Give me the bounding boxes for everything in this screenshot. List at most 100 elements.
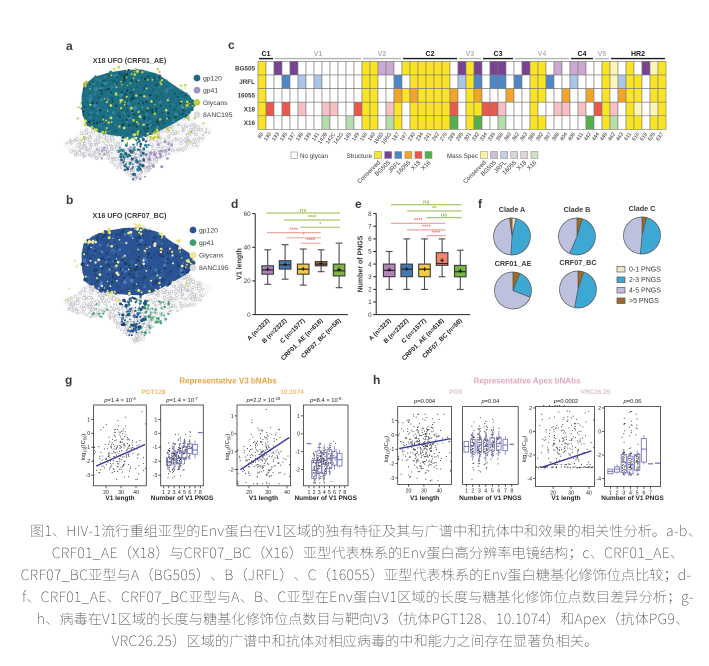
svg-text:X18: X18 bbox=[244, 106, 256, 113]
svg-text:Clade C: Clade C bbox=[629, 204, 656, 213]
svg-text:p=0.04: p=0.04 bbox=[480, 399, 500, 405]
svg-text:40: 40 bbox=[244, 244, 252, 251]
svg-text:6: 6 bbox=[497, 489, 500, 495]
svg-text:4-5 PNGS: 4-5 PNGS bbox=[629, 288, 661, 295]
svg-text:8: 8 bbox=[368, 211, 372, 218]
svg-text:0-1 PNGS: 0-1 PNGS bbox=[629, 267, 661, 274]
svg-text:log10(IC50): log10(IC50) bbox=[522, 436, 528, 463]
svg-text:10.1074: 10.1074 bbox=[280, 389, 304, 396]
svg-text:V1 length: V1 length bbox=[249, 495, 278, 502]
svg-text:1: 1 bbox=[154, 417, 157, 423]
svg-text:No glycan: No glycan bbox=[300, 153, 328, 160]
svg-text:log10(IC50): log10(IC50) bbox=[384, 436, 390, 463]
svg-text:gp41: gp41 bbox=[199, 240, 214, 247]
svg-text:Number of V1 PNGS: Number of V1 PNGS bbox=[601, 495, 664, 502]
svg-text:5: 5 bbox=[491, 489, 494, 495]
svg-text:gp120: gp120 bbox=[199, 227, 218, 234]
svg-text:0: 0 bbox=[154, 431, 157, 437]
svg-text:Number of V1 PNGS: Number of V1 PNGS bbox=[459, 495, 522, 502]
svg-text:V1 length: V1 length bbox=[105, 495, 134, 502]
svg-text:20: 20 bbox=[244, 278, 252, 285]
svg-text:0: 0 bbox=[368, 312, 372, 319]
svg-text:1: 1 bbox=[391, 419, 394, 425]
svg-text:6: 6 bbox=[368, 236, 372, 243]
svg-text:ns: ns bbox=[441, 212, 448, 218]
svg-text:****: **** bbox=[308, 215, 318, 221]
svg-text:b: b bbox=[66, 193, 73, 207]
svg-text:VRC26.25: VRC26.25 bbox=[581, 389, 611, 396]
svg-text:e: e bbox=[355, 197, 362, 211]
svg-text:CRF01_AE: CRF01_AE bbox=[495, 259, 532, 268]
svg-text:-2: -2 bbox=[295, 467, 300, 473]
svg-text:1: 1 bbox=[368, 299, 372, 306]
svg-text:2: 2 bbox=[471, 489, 474, 495]
svg-text:PG9: PG9 bbox=[449, 389, 462, 396]
svg-text:c: c bbox=[228, 38, 235, 52]
svg-text:Number of V1 PNGS: Number of V1 PNGS bbox=[151, 495, 214, 502]
svg-text:V4: V4 bbox=[538, 51, 547, 58]
svg-text:2: 2 bbox=[368, 287, 372, 294]
svg-text:C1: C1 bbox=[262, 51, 271, 58]
svg-text:X16: X16 bbox=[244, 120, 256, 127]
svg-text:C2: C2 bbox=[426, 51, 435, 58]
svg-text:-4: -4 bbox=[596, 476, 601, 482]
svg-text:-3: -3 bbox=[86, 473, 91, 479]
svg-text:30: 30 bbox=[421, 489, 427, 495]
svg-text:****: **** bbox=[414, 218, 424, 224]
svg-text:ns: ns bbox=[300, 208, 307, 214]
svg-text:V1 length: V1 length bbox=[551, 495, 580, 502]
svg-text:Structure: Structure bbox=[346, 153, 372, 160]
svg-text:V2: V2 bbox=[378, 51, 387, 58]
svg-text:1: 1 bbox=[297, 414, 300, 420]
svg-text:d: d bbox=[231, 197, 238, 211]
svg-text:7: 7 bbox=[368, 223, 372, 230]
svg-text:****: **** bbox=[306, 238, 316, 244]
svg-text:8ANC195: 8ANC195 bbox=[203, 112, 233, 119]
svg-text:C4: C4 bbox=[578, 51, 587, 58]
svg-text:Clade A: Clade A bbox=[499, 205, 526, 214]
svg-text:****: **** bbox=[289, 227, 299, 233]
svg-text:2: 2 bbox=[598, 406, 601, 412]
svg-text:p=1.4 × 10-7: p=1.4 × 10-7 bbox=[165, 396, 198, 404]
svg-text:log10(IC50): log10(IC50) bbox=[225, 434, 231, 461]
svg-text:0: 0 bbox=[529, 429, 532, 435]
svg-text:V5: V5 bbox=[598, 51, 607, 58]
svg-text:5: 5 bbox=[368, 249, 372, 256]
svg-text:20: 20 bbox=[406, 489, 412, 495]
svg-text:4: 4 bbox=[484, 489, 487, 495]
svg-text:log10(IC50): log10(IC50) bbox=[81, 434, 87, 461]
svg-text:Number of PNGS: Number of PNGS bbox=[358, 235, 365, 292]
svg-text:X16 UFO (CRF07_BC): X16 UFO (CRF07_BC) bbox=[93, 211, 167, 220]
svg-text:8ANC195: 8ANC195 bbox=[199, 265, 229, 272]
svg-text:60: 60 bbox=[244, 211, 252, 218]
svg-text:0: 0 bbox=[297, 432, 300, 438]
svg-text:Clade B: Clade B bbox=[564, 205, 591, 214]
svg-text:0: 0 bbox=[87, 431, 90, 437]
svg-text:CRF07_BC: CRF07_BC bbox=[559, 258, 596, 267]
svg-text:-2: -2 bbox=[229, 467, 234, 473]
svg-text:0: 0 bbox=[598, 429, 601, 435]
svg-text:-3: -3 bbox=[153, 473, 158, 479]
svg-text:16055: 16055 bbox=[237, 93, 255, 100]
svg-text:-2: -2 bbox=[596, 453, 601, 459]
svg-text:3: 3 bbox=[478, 489, 481, 495]
svg-text:V3: V3 bbox=[466, 51, 475, 58]
svg-text:ns: ns bbox=[423, 199, 430, 205]
svg-text:C3: C3 bbox=[494, 51, 503, 58]
svg-text:p=0.004: p=0.004 bbox=[413, 399, 436, 405]
svg-text:X18 UFO (CRF01_AE): X18 UFO (CRF01_AE) bbox=[93, 56, 167, 65]
svg-text:gp120: gp120 bbox=[203, 75, 222, 82]
svg-text:-1: -1 bbox=[295, 450, 300, 456]
svg-text:Glycans: Glycans bbox=[203, 100, 228, 107]
svg-text:7: 7 bbox=[504, 489, 507, 495]
svg-text:1: 1 bbox=[465, 489, 468, 495]
svg-text:****: **** bbox=[432, 230, 442, 236]
svg-text:1: 1 bbox=[231, 414, 234, 420]
svg-text:V1 length: V1 length bbox=[237, 248, 244, 280]
svg-text:1: 1 bbox=[87, 417, 90, 423]
svg-text:Mass Spec: Mass Spec bbox=[447, 153, 478, 160]
svg-text:Representative V3 bNAbs: Representative V3 bNAbs bbox=[179, 377, 277, 386]
svg-text:****: **** bbox=[422, 225, 432, 231]
svg-text:-4: -4 bbox=[527, 476, 532, 482]
svg-text:40: 40 bbox=[436, 489, 442, 495]
